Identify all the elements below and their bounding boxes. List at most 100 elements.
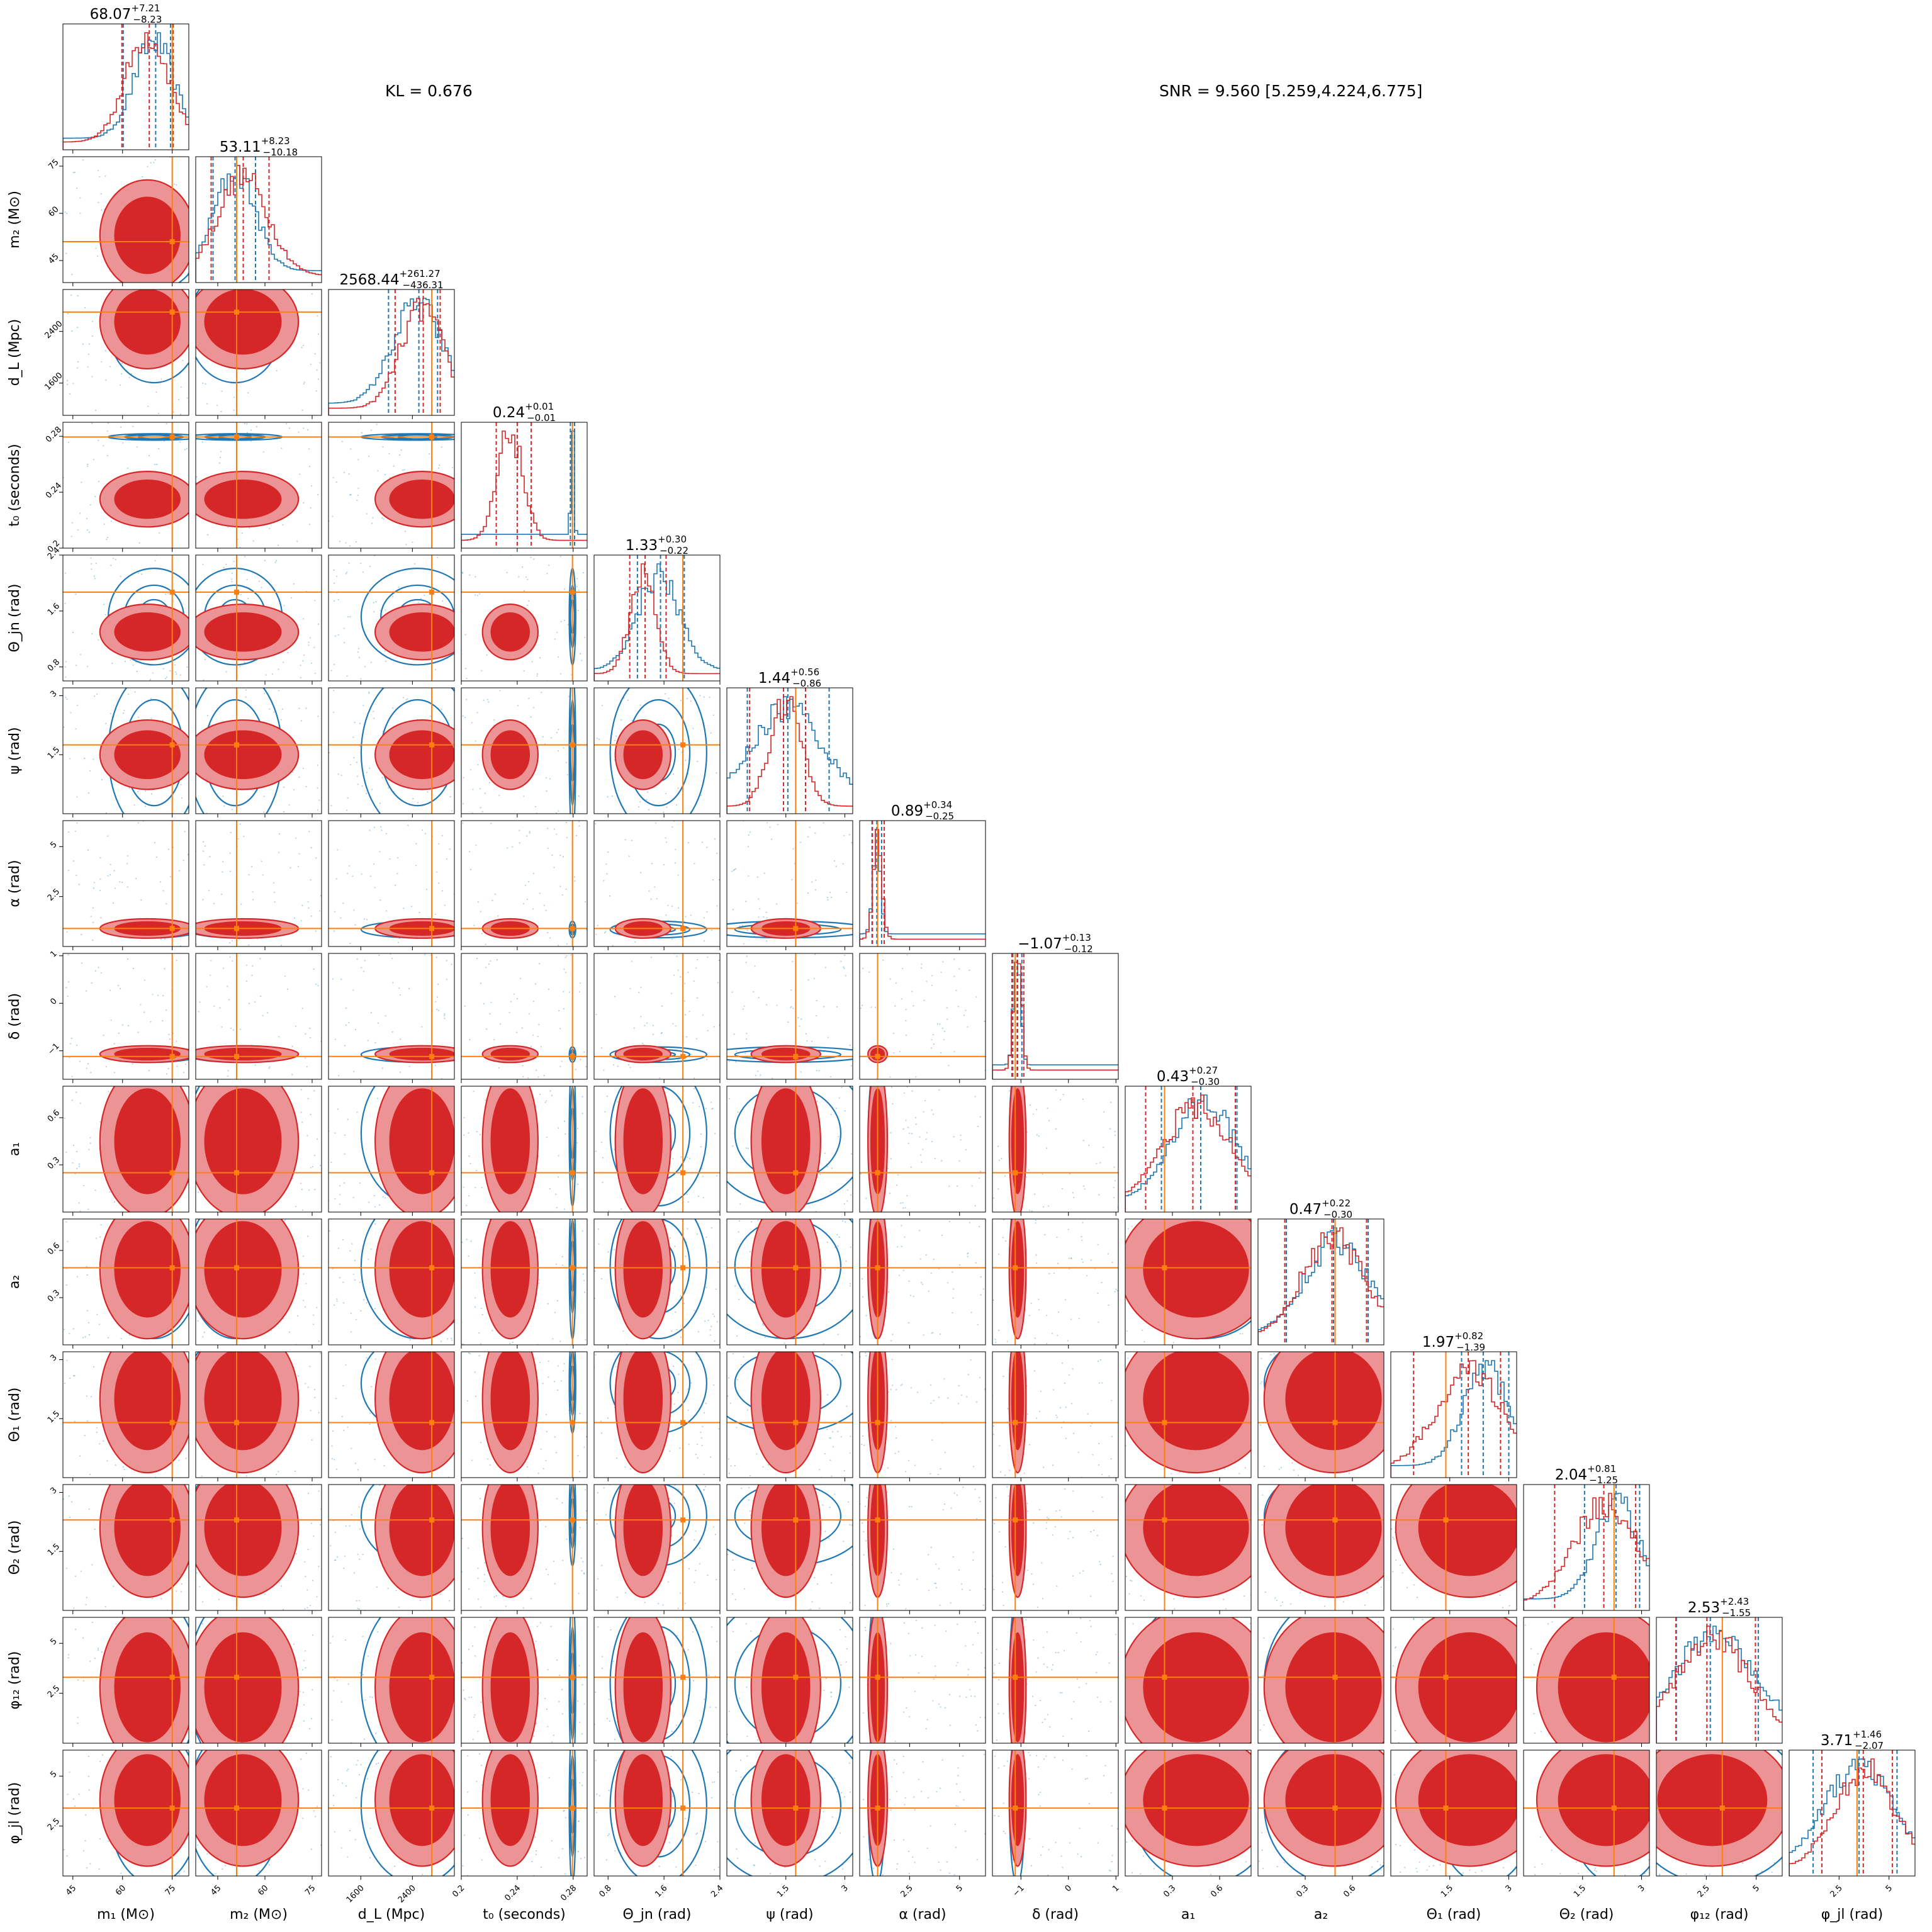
sample-point bbox=[603, 1069, 605, 1071]
contour-panel-10-4 bbox=[593, 1351, 721, 1481]
sample-point bbox=[306, 1607, 308, 1609]
sample-point bbox=[345, 1364, 347, 1366]
sample-point bbox=[675, 804, 678, 806]
sample-point bbox=[943, 1378, 945, 1380]
sample-point bbox=[155, 856, 157, 858]
sample-point bbox=[953, 975, 955, 977]
sample-point bbox=[1366, 1592, 1368, 1593]
sample-point bbox=[110, 520, 112, 522]
sample-point bbox=[493, 719, 495, 721]
sample-point bbox=[1101, 1497, 1103, 1498]
sample-point bbox=[96, 693, 98, 695]
red-contour-inner bbox=[389, 1088, 454, 1194]
sample-point bbox=[94, 495, 96, 498]
sample-point bbox=[101, 361, 103, 362]
sample-point bbox=[1032, 1113, 1035, 1115]
sample-point bbox=[714, 1340, 716, 1342]
sample-point bbox=[307, 1235, 309, 1237]
sample-point bbox=[1099, 1162, 1101, 1164]
sample-point bbox=[354, 924, 356, 926]
sample-point bbox=[65, 252, 67, 254]
sample-point bbox=[473, 1091, 475, 1092]
sample-point bbox=[647, 791, 649, 793]
sample-point bbox=[76, 1044, 78, 1047]
sample-point bbox=[288, 804, 290, 806]
red-contour-inner bbox=[490, 612, 531, 652]
sample-point bbox=[644, 1602, 646, 1603]
sample-point bbox=[942, 961, 944, 963]
sample-point bbox=[970, 1311, 972, 1313]
sample-point bbox=[931, 984, 933, 986]
sample-point bbox=[204, 845, 206, 847]
sample-point bbox=[950, 1507, 952, 1509]
sample-point bbox=[984, 1020, 986, 1023]
sample-point bbox=[317, 985, 319, 987]
sample-point bbox=[367, 1040, 369, 1042]
sample-point bbox=[650, 957, 653, 958]
sample-point bbox=[309, 1028, 311, 1030]
sample-point bbox=[110, 863, 111, 865]
hist-panel-7: −1.07+0.13 −0.12 bbox=[992, 932, 1119, 1083]
sample-point bbox=[1038, 1135, 1040, 1137]
sample-point bbox=[1114, 1291, 1116, 1293]
sample-point bbox=[113, 1072, 115, 1074]
sample-point bbox=[902, 1269, 904, 1271]
sample-point bbox=[393, 465, 395, 467]
panel-title: 0.89+0.34 −0.25 bbox=[891, 799, 954, 822]
sample-point bbox=[420, 598, 422, 600]
sample-point bbox=[93, 882, 96, 884]
sample-point bbox=[369, 767, 371, 769]
sample-point bbox=[91, 1564, 93, 1566]
sample-point bbox=[88, 1149, 90, 1150]
sample-point bbox=[250, 440, 252, 442]
sample-point bbox=[685, 1255, 687, 1257]
sample-point bbox=[979, 1226, 980, 1228]
sample-point bbox=[1048, 1272, 1050, 1274]
sample-point bbox=[893, 1052, 895, 1054]
sample-point bbox=[284, 1219, 286, 1221]
sample-point bbox=[287, 651, 289, 654]
blue-contour bbox=[609, 688, 707, 814]
sample-point bbox=[705, 1486, 707, 1488]
sample-point bbox=[952, 1297, 954, 1299]
sample-point bbox=[1035, 1109, 1038, 1111]
sample-point bbox=[556, 833, 558, 835]
sample-point bbox=[745, 1147, 748, 1149]
sample-point bbox=[506, 571, 508, 573]
sample-point bbox=[700, 1146, 702, 1148]
sample-point bbox=[1111, 1261, 1113, 1264]
sample-point bbox=[751, 1568, 753, 1570]
sample-point bbox=[997, 1253, 1000, 1255]
sample-point bbox=[179, 674, 181, 676]
sample-point bbox=[344, 1045, 346, 1047]
sample-point bbox=[1082, 1098, 1084, 1100]
sample-point bbox=[865, 1355, 867, 1357]
contour-panel-11-0: 1.53 bbox=[46, 1484, 189, 1614]
sample-point bbox=[67, 870, 69, 872]
sample-point bbox=[491, 899, 493, 902]
sample-point bbox=[298, 853, 300, 855]
sample-point bbox=[360, 1310, 362, 1311]
sample-point bbox=[490, 1001, 492, 1003]
panel-title: 0.24+0.01 −0.01 bbox=[493, 401, 556, 424]
sample-point bbox=[137, 790, 139, 793]
sample-point bbox=[640, 986, 642, 989]
sample-point bbox=[90, 916, 92, 918]
sample-point bbox=[706, 846, 708, 848]
truth-marker bbox=[429, 926, 435, 931]
sample-point bbox=[65, 676, 67, 678]
sample-point bbox=[317, 787, 318, 789]
sample-point bbox=[537, 1076, 539, 1078]
panel-frame bbox=[593, 1218, 721, 1345]
sample-point bbox=[716, 1175, 718, 1177]
red-contour-inner bbox=[1143, 1352, 1249, 1451]
sample-point bbox=[546, 573, 548, 575]
sample-point bbox=[137, 716, 139, 718]
sample-point bbox=[79, 1455, 81, 1457]
sample-point bbox=[930, 1272, 932, 1274]
sample-point bbox=[545, 1459, 547, 1461]
sample-point bbox=[1035, 1220, 1037, 1222]
sample-point bbox=[91, 335, 93, 337]
sample-point bbox=[828, 1537, 830, 1539]
sample-point bbox=[90, 557, 92, 559]
